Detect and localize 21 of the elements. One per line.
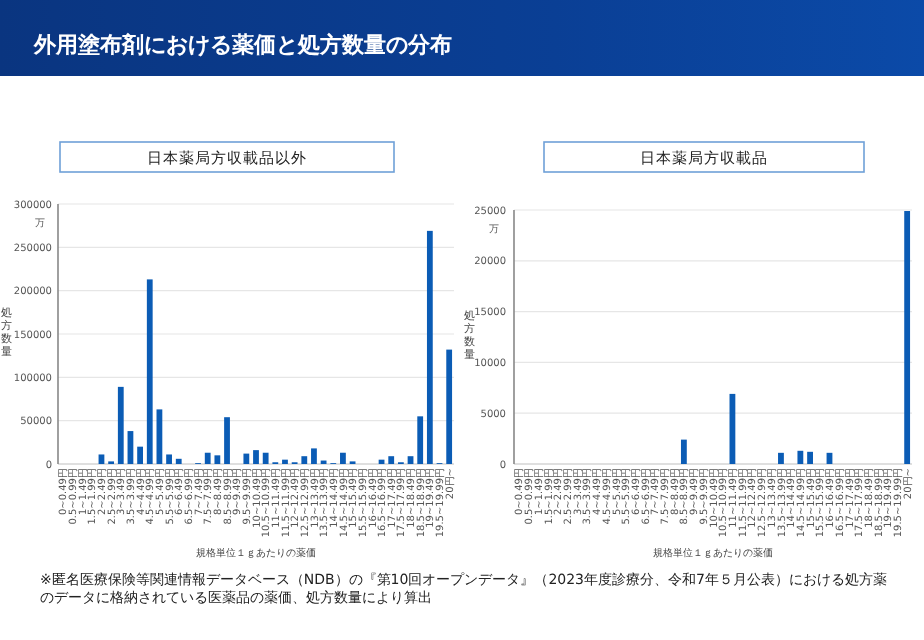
bar xyxy=(426,230,433,464)
bar xyxy=(778,452,784,464)
bar xyxy=(166,454,172,464)
bar xyxy=(797,450,804,464)
bar xyxy=(98,454,105,464)
bar xyxy=(680,439,687,464)
bar xyxy=(253,450,259,464)
bar xyxy=(388,456,395,464)
bar xyxy=(340,452,346,464)
bar xyxy=(137,446,143,464)
bar xyxy=(311,448,317,464)
bar xyxy=(175,458,182,464)
bar xyxy=(224,417,230,464)
bar xyxy=(807,451,813,464)
bar xyxy=(117,386,124,464)
bar xyxy=(146,279,153,464)
bar xyxy=(243,453,250,464)
bar xyxy=(417,416,424,464)
text: 外用塗布剤における薬価と処方数量の分布 xyxy=(32,32,452,58)
bar xyxy=(904,211,911,464)
bar xyxy=(446,349,453,464)
